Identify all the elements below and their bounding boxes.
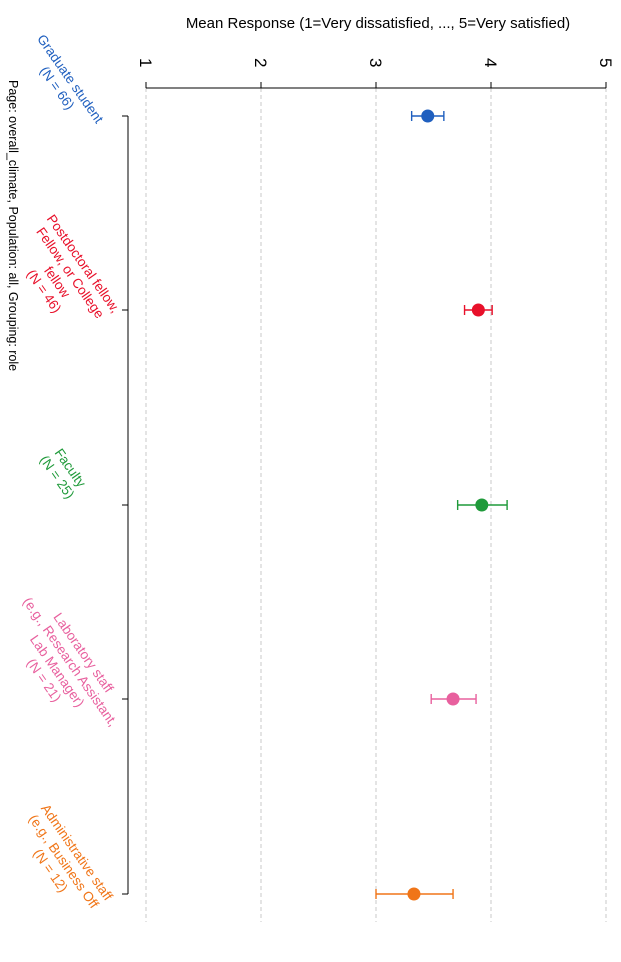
mean-point [472, 304, 485, 317]
category-label-text: Graduate student(N = 66) [21, 32, 106, 135]
category-label: Laboratory staff(e.g., Research Assistan… [0, 585, 134, 747]
category-label-text: Postdoctoral fellow,Fellow, or Collegefe… [5, 212, 123, 343]
value-tick-label: 4 [481, 58, 500, 67]
mean-point [421, 110, 434, 123]
grid [146, 88, 606, 922]
category-label-text: Laboratory staff(e.g., Research Assistan… [0, 585, 134, 747]
category-label: Administrative staff(e.g., Business Off(… [12, 801, 116, 921]
value-axis-title: Mean Response (1=Very dissatisfied, ...,… [186, 15, 570, 32]
mean-point [447, 693, 460, 706]
mean-point [407, 888, 420, 901]
value-tick-label: 5 [596, 58, 615, 67]
category-label-text: Administrative staff(e.g., Business Off(… [12, 801, 116, 921]
mean-point [475, 499, 488, 512]
value-tick-label: 2 [251, 58, 270, 67]
axes: 1 2 3 4 5 [122, 58, 615, 894]
category-label: Faculty(N = 25) [37, 443, 91, 501]
category-label-text: Faculty(N = 25) [37, 443, 91, 501]
marks [376, 110, 507, 901]
category-label: Graduate student(N = 66) [21, 32, 106, 135]
category-label: Postdoctoral fellow,Fellow, or Collegefe… [5, 212, 123, 343]
page-caption: Page: overall_climate, Population: all, … [6, 80, 20, 371]
value-tick-label: 1 [136, 58, 155, 67]
value-tick-label: 3 [366, 58, 385, 67]
